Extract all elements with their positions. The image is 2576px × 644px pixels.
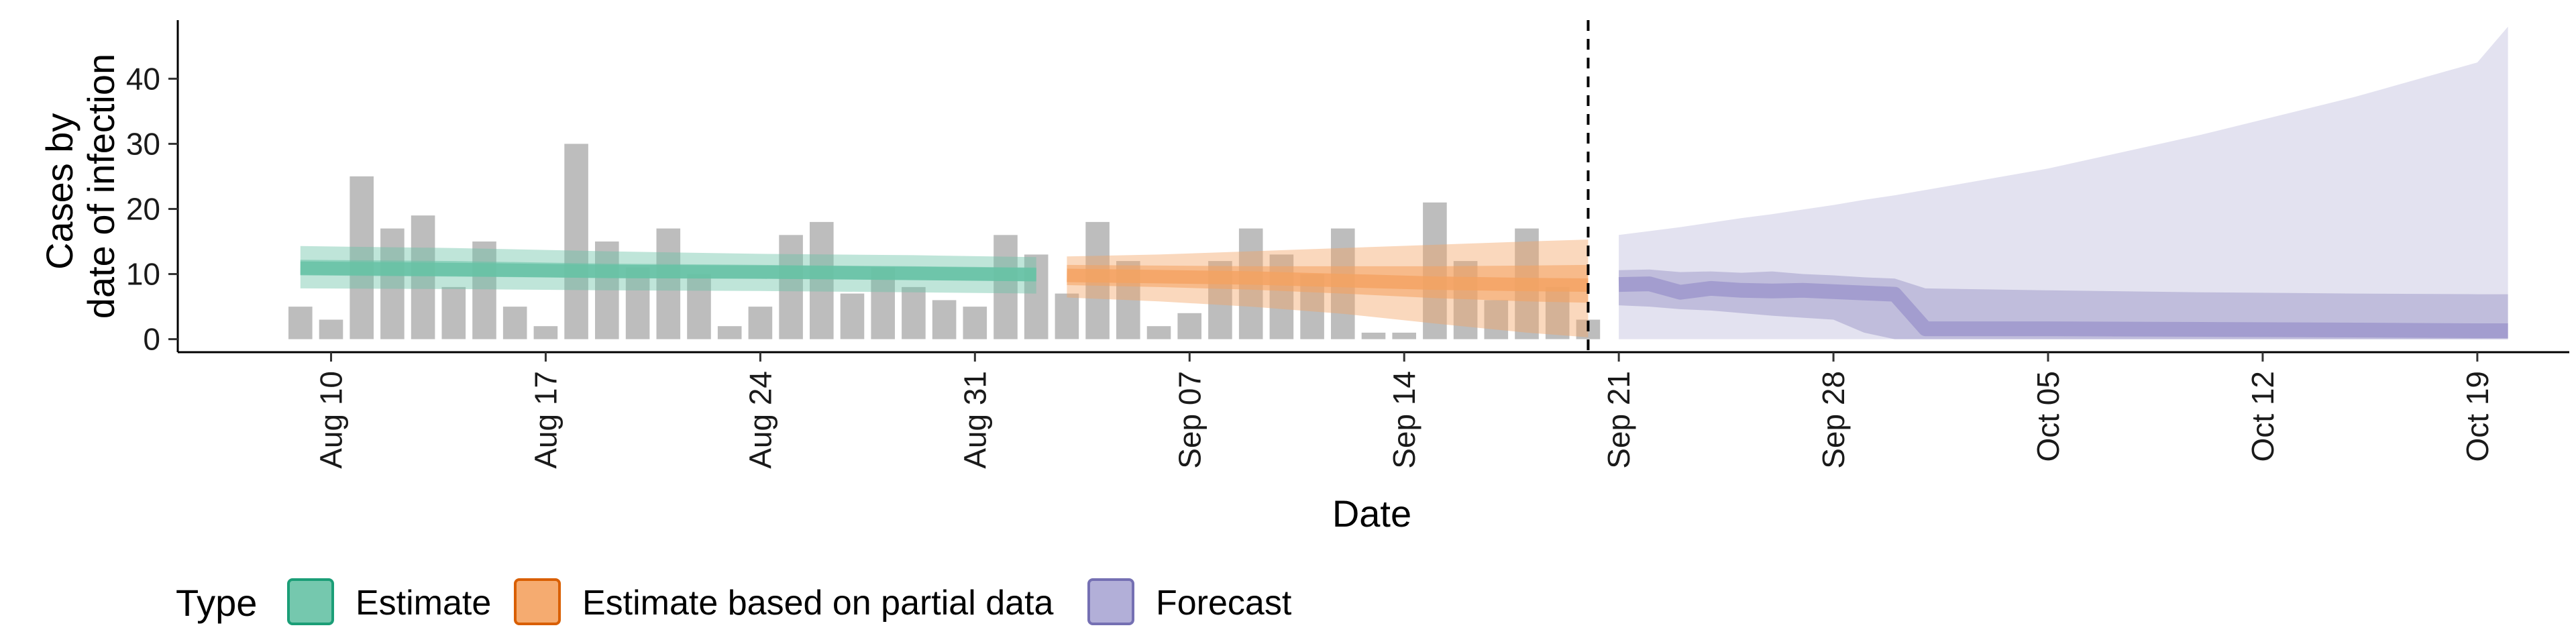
case-bar [502,307,527,339]
x-tick-label: Sep 21 [1601,371,1636,469]
legend-item-estimate: Estimate [287,578,491,625]
case-bar [1177,313,1201,339]
case-bar [625,267,650,339]
y-axis-title: Cases by date of infection [38,54,122,319]
estimate-based-on-partial-data-median-line [1067,268,1589,292]
y-axis-title-line-1: Cases by [38,113,80,270]
case-bar [840,293,865,339]
series-estimate-based-on-partial-data [1067,239,1589,337]
legend-swatch [514,578,561,625]
x-tick-label: Oct 05 [2031,371,2065,462]
legend-title: Type [176,582,257,624]
case-bar [380,228,405,339]
case-bar [288,307,313,339]
case-bar [319,319,343,339]
case-bar [656,228,681,339]
case-bar [994,235,1018,339]
case-bar [717,326,742,339]
legend: Type Estimate Estimate based on partial d… [176,578,1292,625]
y-tick-label: 0 [143,322,160,357]
case-bar [932,300,957,339]
case-bar [533,326,558,339]
estimate-median-line [300,261,1036,282]
case-bar [564,144,588,339]
estimate-bands [300,26,2508,339]
case-bar [687,274,711,339]
x-tick-label: Sep 28 [1816,371,1851,469]
x-axis-title: Date [1332,492,1411,535]
axes [176,20,2569,354]
y-axis-title-line-2: date of infection [80,54,122,319]
x-tick-label: Oct 12 [2245,371,2280,462]
y-tick-label: 20 [126,191,160,226]
x-tick-label: Aug 17 [528,371,563,469]
x-tick-label: Aug 24 [743,371,777,469]
y-tick-label: 40 [126,61,160,96]
x-tick-label: Aug 10 [314,371,349,469]
x-tick-label: Sep 14 [1387,371,1421,469]
forecast-outer-band [1619,26,2508,339]
legend-label: Estimate based on partial data [582,584,1054,623]
case-bar [1146,326,1171,339]
forecast-median-line [1618,276,2508,338]
case-bar [411,215,435,339]
legend-item-estimate-based-on-partial-data: Estimate based on partial data [514,578,1054,625]
legend-items: Estimate Estimate based on partial data Fo… [287,578,1292,625]
legend-label: Forecast [1156,584,1292,623]
legend-label: Estimate [356,584,491,623]
case-bar [1484,300,1509,339]
case-bar [810,221,834,339]
series-estimate [300,246,1036,294]
series-forecast [1618,26,2508,339]
x-tick-label: Sep 07 [1172,371,1207,469]
x-tick-label: Oct 19 [2460,371,2495,462]
x-tick-label: Aug 31 [957,371,992,469]
legend-item-forecast: Forecast [1087,578,1292,625]
y-tick-label: 30 [126,126,160,161]
legend-swatch [287,578,334,625]
case-bar [595,241,619,339]
case-bar [1392,332,1416,339]
legend-swatch [1087,578,1134,625]
y-tick-label: 10 [126,257,160,292]
x-axis-ticks: Aug 10 Aug 17 Aug 24 Aug 31 Sep 07 Sep 14 Sep … [314,352,2495,469]
case-bar [748,307,773,339]
case-bar [1055,293,1079,339]
y-axis-ticks: 0 10 20 30 40 [126,61,178,357]
case-bar [1361,332,1386,339]
case-bar [902,286,926,339]
case-bar [472,241,496,339]
case-bar [963,307,987,339]
case-bar [779,235,803,339]
case-bar [441,286,466,339]
case-bar [350,176,374,339]
